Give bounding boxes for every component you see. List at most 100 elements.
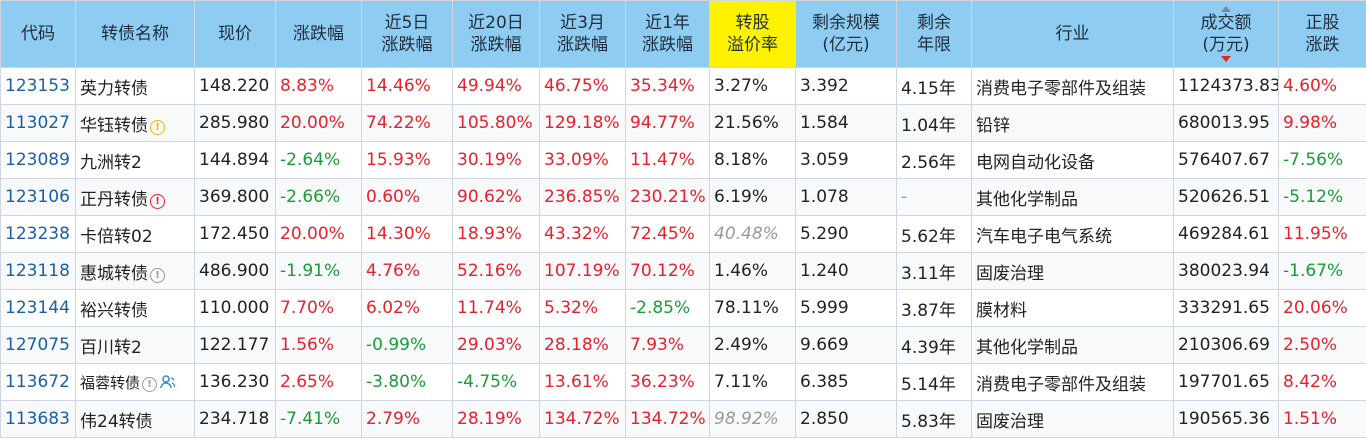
bond-name-cell[interactable]: 福蓉转债! (75, 363, 195, 401)
change-20d-cell: 90.62% (452, 178, 540, 216)
change-cell: -2.66% (275, 178, 362, 216)
industry-cell: 电网自动化设备 (971, 141, 1174, 179)
bond-name-cell[interactable]: 惠城转债! (75, 252, 195, 290)
years-cell: 1.04年 (896, 104, 972, 142)
change-5d-cell: 2.79% (361, 400, 453, 438)
industry-cell: 固废治理 (971, 400, 1174, 438)
scale-cell: 3.392 (795, 67, 897, 105)
table-row[interactable]: 123144 裕兴转债 110.000 7.70% 6.02% 11.74% 5.32% -2… (0, 289, 1366, 327)
bond-name-cell[interactable]: 百川转2 (75, 326, 195, 364)
bond-name-cell[interactable]: 正丹转债! (75, 178, 195, 216)
header-line: 涨跌 (1305, 35, 1340, 55)
scale-cell: 2.850 (795, 400, 897, 438)
header-line: 年限 (917, 35, 951, 55)
header-line: 溢价率 (727, 35, 778, 55)
sort-control[interactable]: 成交额 (万元) (1175, 6, 1278, 62)
bond-name: 正丹转债 (80, 189, 148, 210)
premium-cell: 78.11% (709, 289, 796, 327)
change-5d-cell: 14.46% (361, 67, 453, 105)
warning-icon[interactable]: ! (142, 376, 158, 392)
stock-change-cell: 9.98% (1278, 104, 1366, 142)
warning-icon[interactable]: ! (150, 119, 165, 135)
change-20d-cell: 52.16% (452, 252, 540, 290)
stock-change-cell: -7.56% (1278, 141, 1366, 179)
col-header-code[interactable]: 代码 (0, 0, 76, 68)
scale-cell: 5.290 (795, 215, 897, 253)
header-line: 涨跌幅 (642, 35, 693, 55)
bond-name-cell[interactable]: 裕兴转债 (75, 289, 195, 327)
premium-cell: 8.18% (709, 141, 796, 179)
volume-cell: 469284.61 (1173, 215, 1279, 253)
price-cell: 110.000 (194, 289, 276, 327)
col-header-volume[interactable]: 成交额 (万元) (1173, 0, 1279, 68)
table-row[interactable]: 123238 卡倍转02 172.450 20.00% 14.30% 18.93% 43.3… (0, 215, 1366, 253)
sort-desc-icon[interactable] (1221, 56, 1231, 62)
years-cell: 4.39年 (896, 326, 972, 364)
warning-icon[interactable]: ! (150, 267, 165, 283)
industry-cell: 固废治理 (971, 252, 1174, 290)
bond-code-link[interactable]: 123238 (0, 215, 76, 253)
table-row[interactable]: 123118 惠城转债! 486.900 -1.91% 4.76% 52.16% 107.1… (0, 252, 1366, 290)
change-cell: 20.00% (275, 215, 362, 253)
header-line: 成交额 (1200, 13, 1252, 33)
col-header-premium[interactable]: 转股 溢价率 (709, 0, 796, 68)
col-header-name[interactable]: 转债名称 (75, 0, 195, 68)
header-line: 涨跌幅 (381, 35, 433, 55)
col-header-years[interactable]: 剩余 年限 (896, 0, 972, 68)
bond-name-cell[interactable]: 九洲转2 (75, 141, 195, 179)
bond-name-cell[interactable]: 卡倍转02 (75, 215, 195, 253)
change-5d-cell: 0.60% (361, 178, 453, 216)
warning-icon[interactable]: ! (150, 193, 165, 209)
table-row[interactable]: 113672 福蓉转债! 136.230 2.65% -3.80% -4.75% 13.61… (0, 363, 1366, 401)
table-row[interactable]: 123106 正丹转债! 369.800 -2.66% 0.60% 90.62% 236.8… (0, 178, 1366, 216)
scale-cell: 3.059 (795, 141, 897, 179)
bond-code-link[interactable]: 123106 (0, 178, 76, 216)
change-20d-cell: 49.94% (452, 67, 540, 105)
table-row[interactable]: 113027 华钰转债! 285.980 20.00% 74.22% 105.80% 129… (0, 104, 1366, 142)
col-header-20d[interactable]: 近20日 涨跌幅 (452, 0, 540, 68)
bond-code-link[interactable]: 123118 (0, 252, 76, 290)
bond-name-cell[interactable]: 伟24转债 (75, 400, 195, 438)
col-header-change[interactable]: 涨跌幅 (275, 0, 362, 68)
scale-cell: 1.078 (795, 178, 897, 216)
table-row[interactable]: 123153 英力转债 148.220 8.83% 14.46% 49.94% 46.75%… (0, 67, 1366, 105)
table-row[interactable]: 127075 百川转2 122.177 1.56% -0.99% 29.03% 28.18%… (0, 326, 1366, 364)
change-5d-cell: 4.76% (361, 252, 453, 290)
change-1y-cell: 134.72% (625, 400, 710, 438)
bond-code-link[interactable]: 123144 (0, 289, 76, 327)
bond-name-cell[interactable]: 英力转债 (75, 67, 195, 105)
col-header-stock-change[interactable]: 正股 涨跌 (1278, 0, 1366, 68)
change-3m-cell: 5.32% (539, 289, 626, 327)
volume-cell: 333291.65 (1173, 289, 1279, 327)
bond-code-link[interactable]: 123089 (0, 141, 76, 179)
bond-name-cell[interactable]: 华钰转债! (75, 104, 195, 142)
person-icon[interactable] (159, 374, 176, 390)
col-header-1y[interactable]: 近1年 涨跌幅 (625, 0, 710, 68)
bond-code-link[interactable]: 113027 (0, 104, 76, 142)
col-header-scale[interactable]: 剩余规模 (亿元) (795, 0, 897, 68)
col-header-industry[interactable]: 行业 (971, 0, 1174, 68)
bond-code-link[interactable]: 113683 (0, 400, 76, 438)
price-cell: 486.900 (194, 252, 276, 290)
volume-cell: 380023.94 (1173, 252, 1279, 290)
col-header-price[interactable]: 现价 (194, 0, 276, 68)
table-row[interactable]: 123089 九洲转2 144.894 -2.64% 15.93% 30.19% 33.09… (0, 141, 1366, 179)
volume-cell: 520626.51 (1173, 178, 1279, 216)
header-line: 近5日 (384, 13, 430, 33)
table-row[interactable]: 113683 伟24转债 234.718 -7.41% 2.79% 28.19% 134.7… (0, 400, 1366, 438)
change-20d-cell: -4.75% (452, 363, 540, 401)
industry-cell: 消费电子零部件及组装 (971, 363, 1174, 401)
price-cell: 136.230 (194, 363, 276, 401)
bond-code-link[interactable]: 127075 (0, 326, 76, 364)
change-1y-cell: 7.93% (625, 326, 710, 364)
header-line: (亿元) (822, 35, 870, 55)
bond-code-link[interactable]: 123153 (0, 67, 76, 105)
industry-cell: 膜材料 (971, 289, 1174, 327)
bond-code-link[interactable]: 113672 (0, 363, 76, 401)
sort-asc-icon[interactable] (1221, 6, 1231, 12)
col-header-5d[interactable]: 近5日 涨跌幅 (361, 0, 453, 68)
change-20d-cell: 18.93% (452, 215, 540, 253)
header-line: (万元) (1202, 35, 1250, 55)
col-header-3m[interactable]: 近3月 涨跌幅 (539, 0, 626, 68)
industry-cell: 其他化学制品 (971, 178, 1174, 216)
